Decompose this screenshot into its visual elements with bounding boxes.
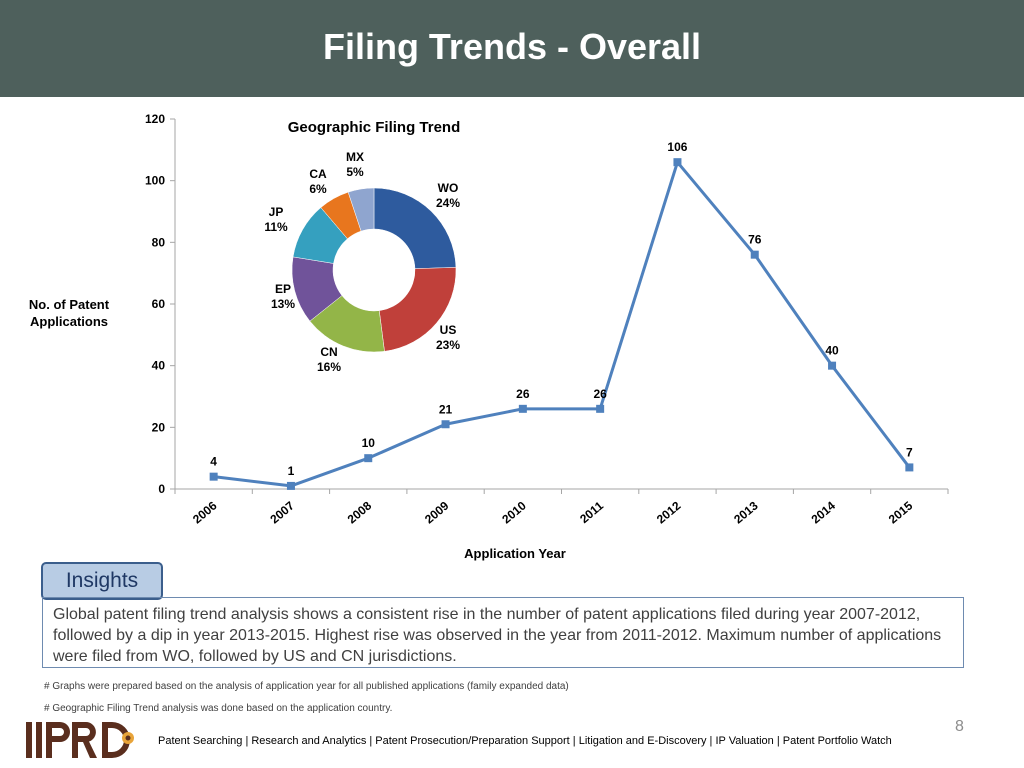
y-tick-label: 120 — [145, 112, 165, 126]
slide-title: Filing Trends - Overall — [322, 25, 702, 67]
x-axis-label: Application Year — [464, 546, 566, 561]
donut-title: Geographic Filing Trend — [288, 119, 461, 136]
data-point — [441, 420, 450, 429]
donut-label-mx: MX — [346, 150, 364, 164]
y-tick-label: 20 — [152, 420, 166, 434]
x-tick-label: 2009 — [422, 498, 452, 526]
data-label: 26 — [593, 387, 607, 401]
data-point — [209, 472, 218, 481]
donut-percent-us: 23% — [436, 338, 460, 352]
data-label: 106 — [667, 140, 687, 154]
data-point — [905, 463, 914, 472]
data-point — [286, 481, 295, 490]
donut-label-ca: CA — [309, 167, 327, 181]
data-label: 26 — [516, 387, 530, 401]
donut-label-cn: CN — [320, 345, 337, 359]
x-tick-label: 2014 — [809, 498, 839, 526]
y-tick-label: 100 — [145, 174, 165, 188]
footnote: # Graphs were prepared based on the anal… — [44, 681, 569, 692]
donut-label-ep: EP — [275, 282, 291, 296]
x-tick-label: 2012 — [654, 498, 684, 526]
data-label: 10 — [362, 436, 376, 450]
y-tick-label: 40 — [152, 359, 166, 373]
data-label: 21 — [439, 402, 453, 416]
footer-services: Patent Searching | Research and Analytic… — [158, 735, 892, 747]
donut-label-wo: WO — [438, 181, 459, 195]
y-tick-label: 60 — [152, 297, 166, 311]
data-label: 1 — [288, 464, 295, 478]
y-tick-label: 0 — [158, 482, 165, 496]
line-chart: 0 20 40 60 80 100 120 2006 2007 2008 2009 2010 2011 2… — [145, 112, 949, 526]
insights-tab: Insights — [41, 562, 163, 600]
data-point — [596, 404, 605, 413]
donut-slice-us — [378, 267, 457, 352]
iiprd-logo — [26, 722, 134, 758]
x-tick-label: 2011 — [577, 498, 606, 526]
donut-percent-mx: 5% — [346, 165, 364, 179]
x-tick-label: 2006 — [190, 498, 220, 526]
donut-percent-wo: 24% — [436, 196, 460, 210]
filing-trend-chart: 0 20 40 60 80 100 120 2006 2007 2008 2009 2010 2011 2… — [145, 112, 949, 526]
data-point — [828, 361, 837, 370]
donut-percent-jp: 11% — [264, 220, 288, 234]
donut-percent-cn: 16% — [317, 360, 341, 374]
x-tick-label: 2007 — [267, 498, 297, 526]
data-point — [364, 454, 373, 463]
y-axis-label: No. of Patent Applications — [28, 297, 110, 329]
donut-percent-ca: 6% — [309, 182, 327, 196]
insights-text: Global patent filing trend analysis show… — [42, 597, 964, 668]
data-point — [673, 158, 682, 167]
donut-percent-ep: 13% — [271, 297, 295, 311]
x-tick-label: 2015 — [886, 498, 916, 526]
x-tick-label: 2013 — [731, 498, 761, 526]
data-label: 4 — [210, 455, 217, 469]
series-line — [213, 160, 911, 488]
data-label: 7 — [906, 445, 913, 459]
data-label: 40 — [825, 344, 839, 358]
donut-slice-wo — [373, 187, 457, 269]
donut-slice-mx — [347, 187, 375, 232]
page-number: 8 — [955, 718, 964, 735]
data-point — [750, 250, 759, 259]
y-tick-label: 80 — [152, 235, 166, 249]
x-tick-label: 2010 — [499, 498, 529, 526]
donut-label-us: US — [440, 323, 457, 337]
title-bar — [0, 0, 1024, 97]
data-point — [518, 404, 527, 413]
x-tick-label: 2008 — [345, 498, 375, 526]
donut-label-jp: JP — [269, 205, 284, 219]
footnote: # Geographic Filing Trend analysis was d… — [44, 703, 393, 714]
data-label: 76 — [748, 233, 762, 247]
